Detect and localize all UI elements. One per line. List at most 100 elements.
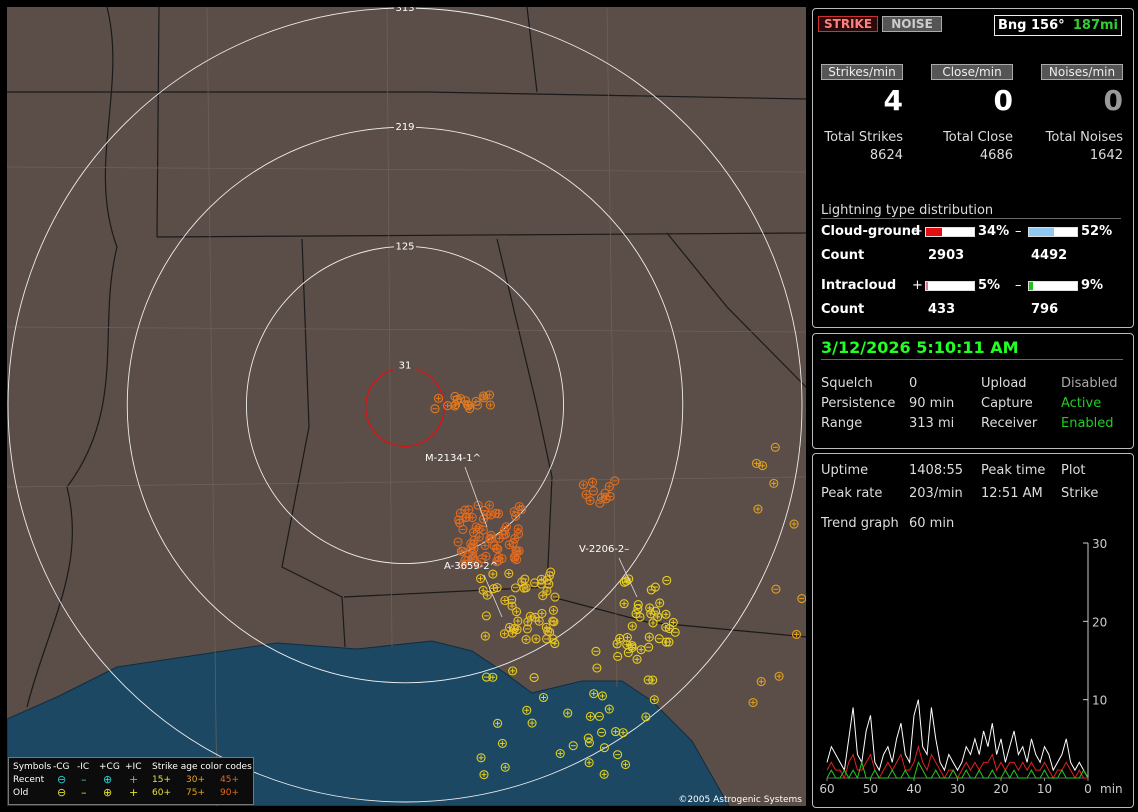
strike-ring bbox=[624, 574, 634, 584]
strike-ring bbox=[491, 543, 502, 553]
strike-ring bbox=[473, 500, 483, 510]
strike-ring bbox=[480, 631, 490, 641]
strike-symbol bbox=[455, 518, 465, 528]
trend-window: 60 min bbox=[909, 516, 955, 531]
strike-ring bbox=[597, 727, 607, 737]
legend-row-label: Old bbox=[13, 788, 29, 798]
strike-ring bbox=[504, 568, 514, 579]
strike-symbol bbox=[621, 576, 631, 586]
total-value: 1642 bbox=[1089, 148, 1123, 163]
strike-symbol bbox=[646, 585, 656, 595]
strike-symbol bbox=[791, 629, 802, 639]
strike-ring bbox=[478, 525, 488, 535]
strike-symbol bbox=[527, 718, 537, 728]
strike-ring bbox=[536, 579, 546, 589]
total-label: Total Close bbox=[943, 130, 1013, 145]
strike-symbol bbox=[507, 601, 517, 611]
strike-symbol bbox=[605, 491, 615, 501]
strike-ring bbox=[463, 555, 473, 566]
strike-ring bbox=[493, 718, 503, 728]
setting-cell: Squelch bbox=[821, 376, 873, 391]
strike-ring bbox=[481, 611, 491, 621]
strike-symbol bbox=[522, 705, 532, 715]
legend-age: 15+ bbox=[152, 775, 171, 785]
percent-label: 34% bbox=[978, 224, 1010, 239]
strike-ring bbox=[507, 601, 517, 611]
strike-ring bbox=[632, 654, 642, 664]
strike-ring bbox=[504, 540, 514, 550]
station-label: M-2134-1^ bbox=[425, 453, 481, 464]
noise-mode-button[interactable]: NOISE bbox=[882, 16, 942, 32]
strike-symbol bbox=[480, 631, 490, 641]
strike-ring bbox=[513, 529, 524, 539]
strike-symbol bbox=[797, 594, 806, 604]
strike-symbol bbox=[661, 609, 671, 619]
legend-age: 75+ bbox=[186, 788, 205, 798]
strike-symbol bbox=[664, 637, 674, 647]
y-tick-label: 20 bbox=[1092, 615, 1107, 629]
strike-symbol bbox=[753, 504, 763, 514]
strike-symbol bbox=[473, 559, 483, 569]
strike-ring bbox=[473, 559, 483, 569]
stats-panel bbox=[812, 453, 1134, 808]
strike-ring bbox=[748, 698, 758, 708]
strike-ring bbox=[523, 617, 533, 627]
copyright: ©2005 Astrogenic Systems bbox=[678, 795, 802, 805]
legend-age: 45+ bbox=[220, 775, 239, 785]
bearing-box: Bng 156° 187mi bbox=[994, 15, 1122, 36]
strike-ring bbox=[488, 569, 498, 579]
strike-symbol bbox=[594, 711, 604, 721]
strike-ring bbox=[527, 718, 537, 728]
rate-label: Noises/min bbox=[1041, 64, 1123, 80]
stat-cell: Peak time bbox=[981, 463, 1046, 478]
strike-symbol bbox=[758, 461, 768, 471]
strike-ring bbox=[654, 634, 664, 644]
strike-symbol bbox=[463, 555, 473, 566]
strike-ring bbox=[494, 533, 504, 543]
strike-symbol bbox=[453, 537, 463, 547]
strike-mode-button[interactable]: STRIKE bbox=[818, 16, 878, 32]
strike-symbol bbox=[433, 393, 444, 403]
strike-symbol bbox=[583, 733, 593, 743]
strike-symbol bbox=[550, 592, 560, 602]
sign: – bbox=[1015, 278, 1022, 293]
legend-symbol: + bbox=[129, 786, 139, 799]
strike-symbol bbox=[585, 711, 595, 721]
strike-symbol bbox=[504, 568, 514, 579]
strike-symbol bbox=[464, 505, 474, 515]
total-label: Total Noises bbox=[1045, 130, 1123, 145]
stat-cell: Uptime bbox=[821, 463, 869, 478]
strike-symbol bbox=[538, 692, 549, 703]
strike-symbol bbox=[648, 675, 658, 685]
strike-ring bbox=[797, 594, 806, 604]
strike-symbol bbox=[484, 500, 494, 510]
strike-ring bbox=[460, 396, 471, 406]
strike-symbol bbox=[492, 583, 502, 593]
strike-ring bbox=[623, 648, 633, 658]
legend-age: 30+ bbox=[186, 775, 205, 785]
strike-ring bbox=[578, 480, 588, 490]
strike-symbol bbox=[500, 762, 510, 772]
strike-symbol bbox=[769, 478, 779, 488]
ring-label: 219 bbox=[395, 122, 414, 133]
strike-symbol bbox=[646, 609, 656, 619]
strike-ring bbox=[621, 576, 631, 586]
strike-ring bbox=[612, 639, 622, 649]
strike-ring bbox=[613, 750, 623, 760]
strike-ring bbox=[501, 522, 512, 532]
strike-ring bbox=[585, 711, 595, 721]
y-tick-label: 10 bbox=[1092, 694, 1107, 708]
strike-ring bbox=[592, 663, 602, 673]
legend-header: Symbols bbox=[13, 762, 52, 772]
strike-ring bbox=[455, 518, 465, 528]
strike-ring bbox=[480, 540, 490, 550]
strike-ring bbox=[633, 604, 643, 614]
count-label: Count bbox=[821, 302, 865, 317]
y-tick-label: 30 bbox=[1092, 537, 1107, 551]
strike-symbol bbox=[469, 527, 479, 537]
sign: + bbox=[912, 224, 923, 239]
setting-cell: Upload bbox=[981, 376, 1027, 391]
strike-ring bbox=[585, 495, 595, 506]
strike-ring bbox=[774, 671, 784, 681]
strike-ring bbox=[511, 511, 521, 521]
